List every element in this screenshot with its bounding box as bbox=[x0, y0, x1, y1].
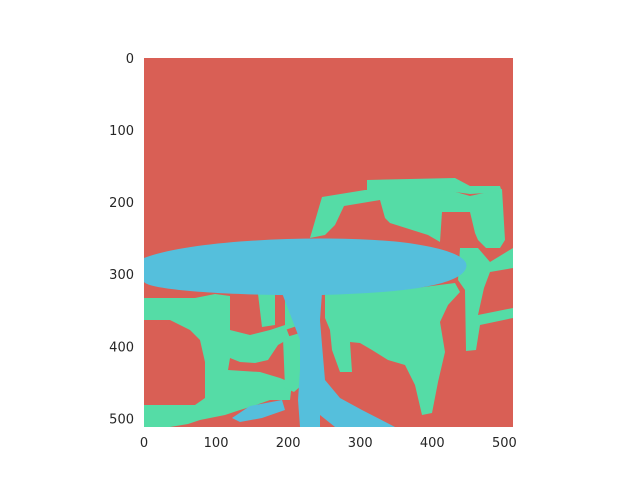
y-tick-label: 400 bbox=[109, 340, 134, 355]
chair-region bbox=[367, 178, 502, 194]
chair-region bbox=[310, 189, 505, 248]
chair-region bbox=[325, 283, 460, 415]
y-tick-label: 100 bbox=[109, 124, 134, 139]
x-tick-label: 400 bbox=[420, 436, 445, 451]
x-axis: 0 100 200 300 400 500 bbox=[140, 436, 517, 451]
chair-region bbox=[283, 333, 302, 392]
plot-area bbox=[144, 58, 513, 427]
x-tick-label: 200 bbox=[276, 436, 301, 451]
table-region bbox=[144, 238, 467, 296]
x-tick-label: 100 bbox=[204, 436, 229, 451]
y-tick-label: 200 bbox=[109, 196, 134, 211]
y-tick-label: 0 bbox=[126, 52, 134, 67]
y-tick-label: 500 bbox=[109, 412, 134, 427]
table-region bbox=[232, 400, 285, 422]
chair-region bbox=[144, 294, 292, 427]
x-tick-label: 500 bbox=[492, 436, 517, 451]
y-tick-label: 300 bbox=[109, 268, 134, 283]
chair-region bbox=[458, 248, 513, 351]
table-region bbox=[282, 293, 395, 427]
y-axis: 0 100 200 300 400 500 bbox=[109, 52, 134, 427]
chair-region bbox=[258, 294, 275, 327]
x-tick-label: 300 bbox=[348, 436, 373, 451]
x-tick-label: 0 bbox=[140, 436, 148, 451]
